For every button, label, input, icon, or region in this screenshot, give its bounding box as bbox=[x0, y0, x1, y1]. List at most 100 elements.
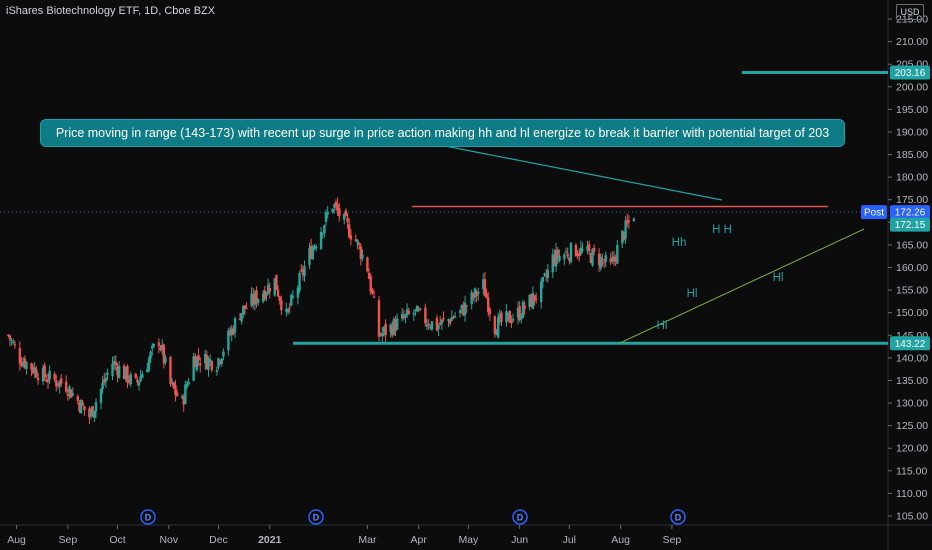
candle-body bbox=[89, 408, 93, 417]
candle-body bbox=[554, 249, 558, 267]
dividend-badge-icon[interactable] bbox=[512, 509, 528, 525]
candle-body bbox=[309, 245, 313, 259]
candle-body bbox=[369, 276, 372, 292]
candle-body bbox=[460, 304, 463, 310]
candle-body bbox=[611, 257, 614, 262]
candle-body bbox=[405, 309, 409, 316]
candle-body bbox=[68, 386, 71, 394]
currency-button[interactable]: USD bbox=[896, 4, 924, 20]
candle-body bbox=[263, 290, 266, 300]
candle-body bbox=[8, 335, 12, 340]
annotation-callout[interactable]: Price moving in range (143-173) with rec… bbox=[40, 119, 845, 147]
candle-body bbox=[182, 397, 185, 405]
candle-body bbox=[242, 305, 245, 315]
candle-body bbox=[371, 289, 374, 294]
candle-body bbox=[56, 383, 60, 386]
x-tick-label: Apr bbox=[411, 534, 428, 546]
y-tick-label: 195.00 bbox=[896, 104, 928, 116]
y-tick-label: 210.00 bbox=[896, 36, 928, 48]
y-tick-label: 105.00 bbox=[896, 510, 928, 522]
candle-body bbox=[151, 345, 154, 349]
candle-body bbox=[505, 311, 508, 323]
y-tick-label: 115.00 bbox=[896, 465, 927, 477]
candle-body bbox=[238, 318, 242, 320]
candle-body bbox=[533, 294, 536, 301]
candle-body bbox=[20, 364, 23, 366]
candle-body bbox=[472, 294, 475, 298]
candle-body bbox=[581, 249, 584, 251]
dividend-badge-icon[interactable] bbox=[140, 509, 156, 525]
candle-body bbox=[275, 274, 278, 290]
candle-body bbox=[255, 290, 258, 304]
y-tick-label: 120.00 bbox=[896, 443, 928, 455]
x-tick-label: Jun bbox=[511, 534, 528, 546]
candle-body bbox=[291, 295, 295, 297]
candle-body bbox=[184, 384, 187, 404]
y-tick-label: 175.00 bbox=[896, 194, 928, 206]
candle-body bbox=[523, 305, 526, 309]
candle-body bbox=[79, 400, 83, 414]
candle-body bbox=[276, 289, 280, 297]
candle-body bbox=[402, 315, 406, 318]
candle-body bbox=[18, 348, 22, 364]
candle-body bbox=[435, 318, 439, 331]
dividend-badge-label: D bbox=[675, 513, 682, 523]
candle-body bbox=[354, 239, 358, 241]
candle-body bbox=[162, 344, 166, 364]
candle-body bbox=[12, 342, 15, 344]
candle-body bbox=[60, 378, 63, 384]
candle-body bbox=[495, 334, 498, 336]
candle-body bbox=[626, 220, 629, 224]
candle-body bbox=[357, 243, 361, 246]
candle-body bbox=[616, 245, 619, 264]
candle-body bbox=[498, 314, 502, 319]
dividend-badge-label: D bbox=[313, 513, 320, 523]
candle-body bbox=[217, 358, 220, 368]
candle-body bbox=[218, 360, 222, 363]
y-tick-label: 130.00 bbox=[896, 398, 928, 410]
candle-body bbox=[587, 244, 591, 251]
candle-body bbox=[266, 284, 270, 294]
candle-body bbox=[564, 251, 568, 253]
candle-body bbox=[65, 381, 68, 392]
x-tick-label: May bbox=[458, 534, 479, 546]
candle-body bbox=[45, 379, 48, 382]
y-tick-label: 155.00 bbox=[896, 285, 928, 297]
candle-body bbox=[488, 308, 492, 315]
candle-body bbox=[296, 287, 300, 298]
candle-body bbox=[511, 318, 515, 321]
candle-body bbox=[228, 332, 232, 335]
x-tick-label: Mar bbox=[358, 534, 377, 546]
candle-body bbox=[58, 380, 61, 387]
candle-body bbox=[273, 278, 276, 296]
candle-body bbox=[597, 253, 601, 266]
candle-body bbox=[518, 306, 521, 321]
candle-body bbox=[336, 203, 339, 211]
dividend-badge-icon[interactable] bbox=[308, 509, 324, 525]
dividend-badge-icon[interactable] bbox=[670, 509, 686, 525]
candle-body bbox=[458, 310, 462, 314]
candle-body bbox=[453, 316, 457, 318]
candle-body bbox=[333, 204, 336, 208]
candle-body bbox=[164, 357, 167, 363]
candle-body bbox=[543, 273, 546, 276]
y-tick-label: 185.00 bbox=[896, 149, 928, 161]
candle-body bbox=[30, 363, 33, 370]
candle-body bbox=[308, 247, 311, 265]
candle-body bbox=[78, 401, 81, 411]
candle-body bbox=[404, 314, 407, 318]
candle-body bbox=[93, 410, 96, 418]
candle-body bbox=[232, 328, 235, 334]
candle-body bbox=[35, 369, 38, 378]
candle-body bbox=[215, 370, 219, 372]
candle-body bbox=[10, 340, 13, 342]
candle-body bbox=[71, 393, 75, 396]
y-tick-label: 190.00 bbox=[896, 126, 928, 138]
y-tick-label: 135.00 bbox=[896, 375, 928, 387]
x-tick-label: Aug bbox=[7, 534, 26, 546]
candle-body bbox=[349, 235, 353, 240]
candle-body bbox=[141, 373, 144, 378]
candle-body bbox=[152, 343, 156, 347]
candle-body bbox=[174, 385, 177, 395]
